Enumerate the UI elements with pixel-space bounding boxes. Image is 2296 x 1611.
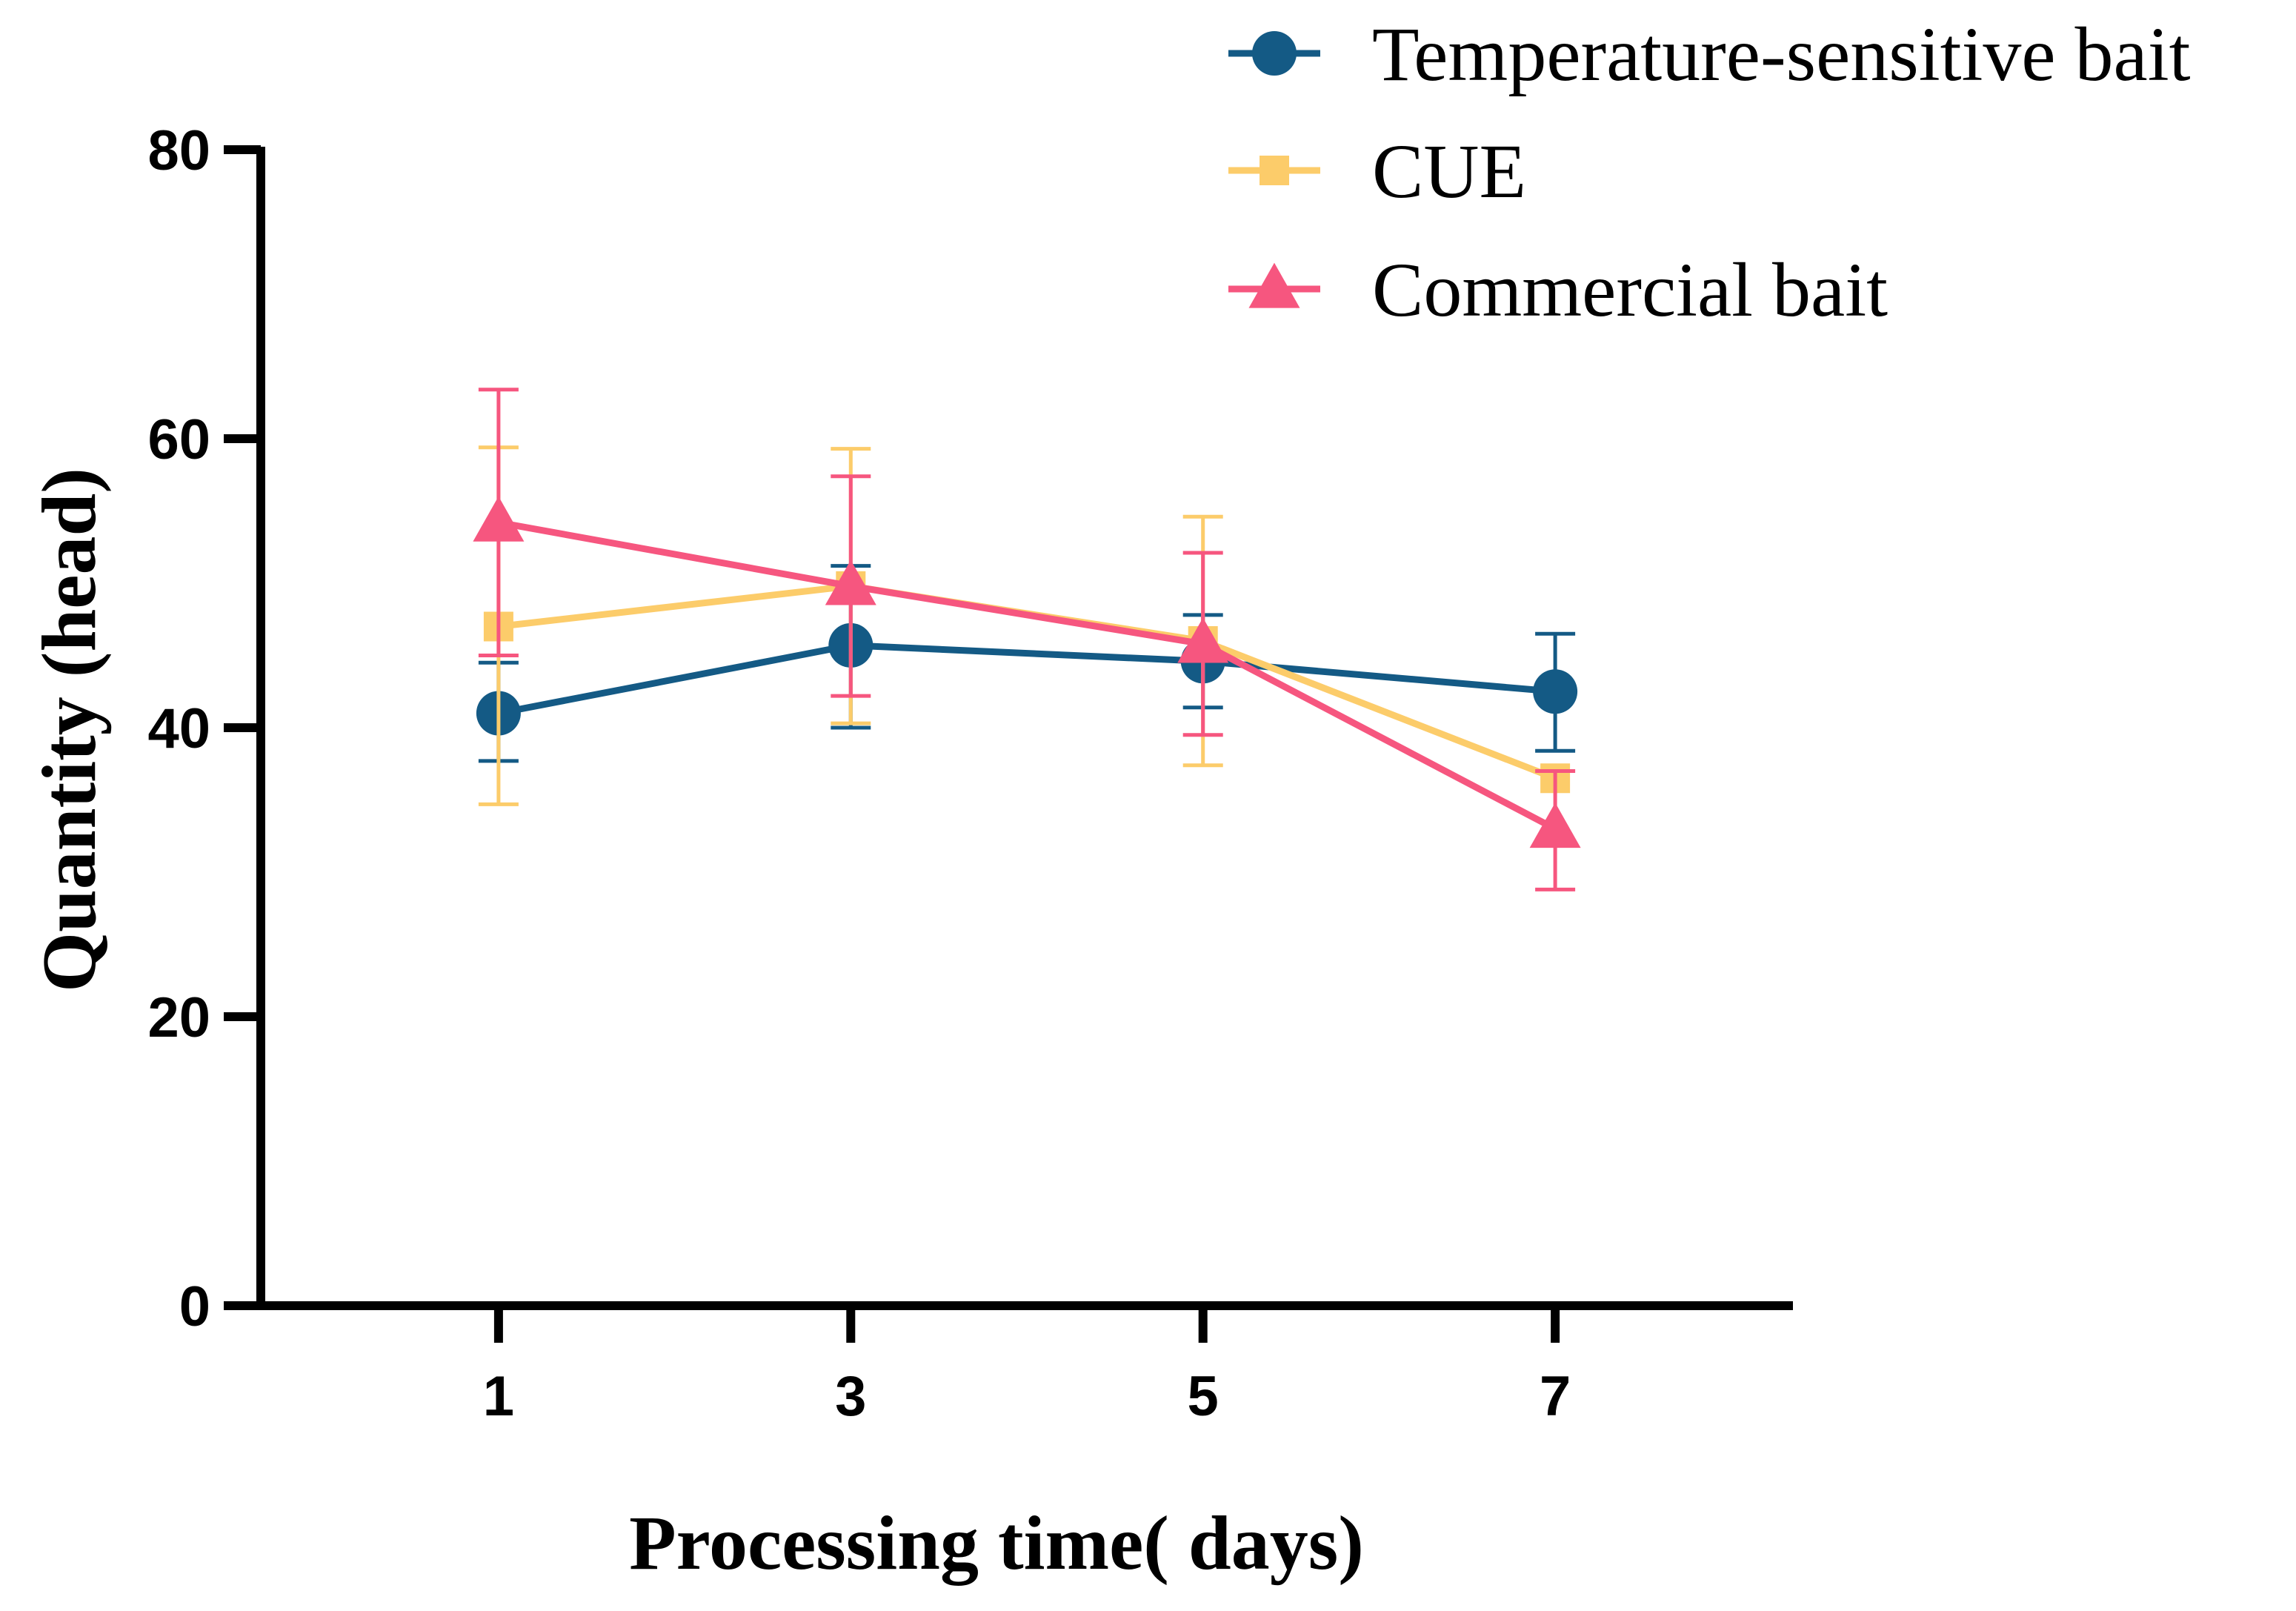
y-tick-label: 40 <box>147 697 210 760</box>
y-axis-title: Quantity (head) <box>27 468 112 992</box>
commercial-bait-point <box>1529 803 1581 848</box>
legend-swatch-marker <box>1252 31 1297 76</box>
legend-label: Commercial bait <box>1372 248 1888 333</box>
series-layer <box>473 388 1581 891</box>
series-temperature-sensitive-bait <box>476 564 1578 763</box>
legend-item-commercial-bait: Commercial bait <box>1228 248 1888 333</box>
axes: 0 20 40 60 80 1 3 5 7 <box>147 119 1793 1428</box>
legend-label: Temperature-sensitive bait <box>1372 12 2191 97</box>
temperature-sensitive-bait-line <box>498 642 1556 717</box>
y-tick-label: 20 <box>147 986 210 1049</box>
commercial-bait-point <box>473 496 525 542</box>
legend-item-temperature-sensitive-bait: Temperature-sensitive bait <box>1228 12 2191 97</box>
x-tick-label: 7 <box>1540 1365 1571 1428</box>
commercial-bait-point <box>1177 617 1229 663</box>
temperature-sensitive-bait-point <box>1533 669 1578 714</box>
legend-label: CUE <box>1372 129 1526 214</box>
x-tick-label: 5 <box>1188 1365 1219 1428</box>
legend-swatch-marker <box>1248 262 1300 308</box>
commercial-bait-point <box>825 559 876 605</box>
y-tick-label: 0 <box>179 1275 210 1338</box>
legend-item-cue: CUE <box>1228 129 1526 214</box>
commercial-bait-line <box>498 519 1557 832</box>
x-tick-label: 3 <box>835 1365 866 1428</box>
legend: Temperature-sensitive bait CUE Commercial … <box>1228 12 2191 333</box>
series-commercial-bait <box>473 388 1581 891</box>
y-tick-label: 60 <box>147 408 210 471</box>
y-tick-label: 80 <box>147 119 210 182</box>
x-tick-label: 1 <box>483 1365 514 1428</box>
legend-swatch-marker <box>1260 156 1289 185</box>
x-axis-title: Processing time( days) <box>629 1501 1364 1586</box>
